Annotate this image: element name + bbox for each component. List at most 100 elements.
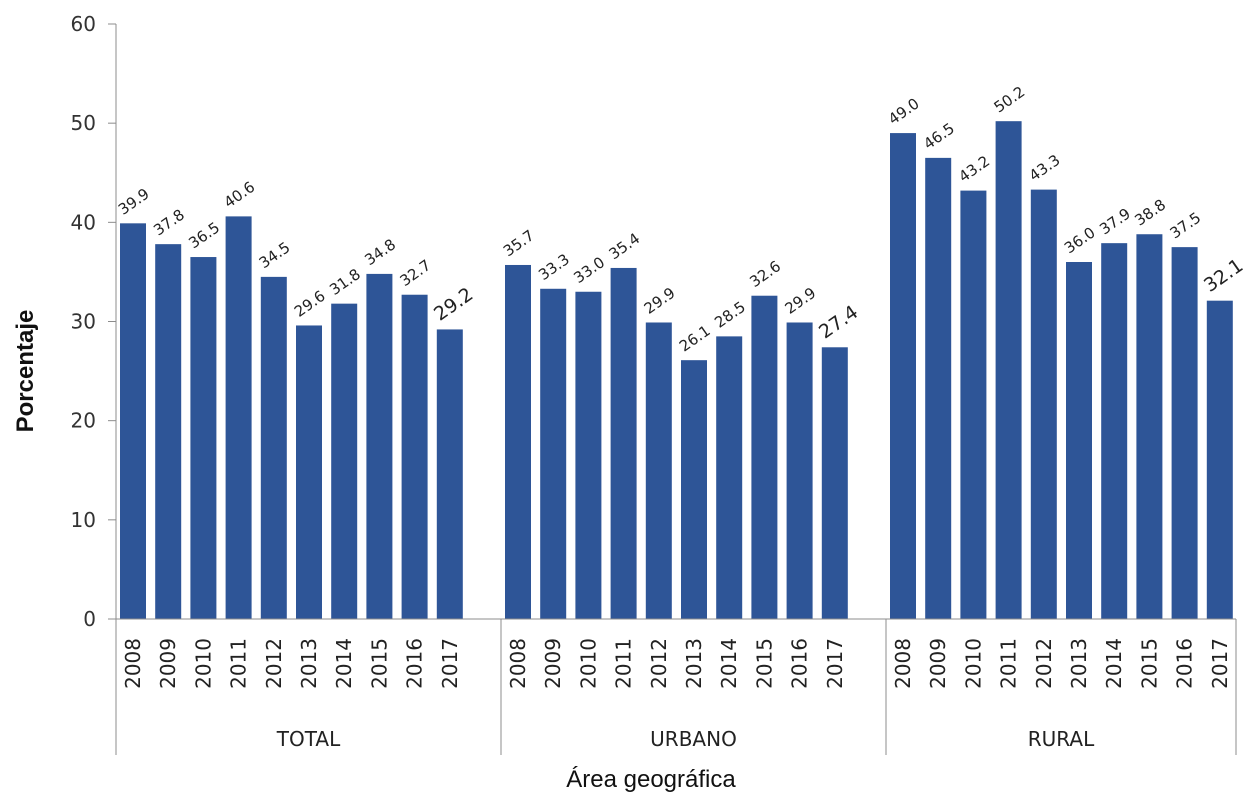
bar xyxy=(960,190,987,619)
data-label: 49.0 xyxy=(885,94,923,128)
bar xyxy=(1030,189,1057,619)
bar xyxy=(366,273,393,619)
x-category-label: 2016 xyxy=(403,638,427,689)
x-category-label: 2008 xyxy=(891,638,915,689)
data-label: 36.0 xyxy=(1061,223,1099,257)
bar xyxy=(925,157,952,619)
x-category-label: 2009 xyxy=(926,638,950,689)
data-label: 37.8 xyxy=(150,206,188,240)
data-label: 46.5 xyxy=(920,119,958,153)
data-label: 29.9 xyxy=(782,284,820,318)
data-label: 34.8 xyxy=(361,235,399,269)
data-label: 38.8 xyxy=(1131,196,1169,230)
y-tick-label: 50 xyxy=(71,111,96,135)
bar xyxy=(155,244,182,619)
data-label: 39.9 xyxy=(115,185,153,219)
data-label: 33.0 xyxy=(570,253,608,287)
x-category-label: 2012 xyxy=(1032,638,1056,689)
bar xyxy=(1066,262,1092,619)
x-category-label: 2016 xyxy=(1173,638,1197,689)
bar xyxy=(645,322,672,619)
bar xyxy=(260,276,287,619)
x-category-label: 2014 xyxy=(717,638,741,689)
bar xyxy=(890,133,916,620)
data-label: 29.6 xyxy=(291,287,329,321)
bar xyxy=(190,257,217,619)
x-category-label: 2010 xyxy=(961,638,985,689)
group-label: TOTAL xyxy=(276,727,341,751)
y-tick-label: 10 xyxy=(71,508,96,532)
y-tick-label: 20 xyxy=(71,409,96,433)
x-category-label: 2011 xyxy=(612,638,636,689)
bar xyxy=(995,121,1022,619)
y-tick-label: 30 xyxy=(71,310,96,334)
x-category-label: 2015 xyxy=(1137,638,1161,689)
x-category-label: 2016 xyxy=(788,638,812,689)
x-axis: 2008 2009 2010 2011 2012 2013 2014 2015 2016 2017… xyxy=(115,618,1237,755)
data-label: 28.5 xyxy=(711,298,749,332)
x-category-label: 2008 xyxy=(506,638,530,689)
bar xyxy=(681,360,707,619)
data-label: 27.4 xyxy=(815,301,862,343)
y-tick-label: 0 xyxy=(83,607,96,631)
data-label: 31.8 xyxy=(326,265,364,299)
bar xyxy=(575,291,602,619)
group-label: RURAL xyxy=(1028,727,1095,751)
x-axis-title: Área geográfica xyxy=(566,766,736,793)
data-label: 26.1 xyxy=(676,322,714,356)
x-category-label: 2017 xyxy=(823,638,847,689)
data-label: 43.2 xyxy=(955,152,993,186)
bar xyxy=(296,325,322,619)
bar xyxy=(1171,247,1198,619)
bar xyxy=(225,216,252,619)
x-category-label: 2010 xyxy=(191,638,215,689)
data-label: 34.5 xyxy=(256,238,294,272)
bar xyxy=(1101,243,1128,620)
x-category-label: 2013 xyxy=(297,638,321,689)
bar xyxy=(401,294,428,619)
bar xyxy=(540,288,567,619)
x-category-label: 2017 xyxy=(1208,638,1232,689)
x-category-label: 2011 xyxy=(997,638,1021,689)
x-category-label: 2008 xyxy=(121,638,145,689)
x-category-label: 2017 xyxy=(438,638,462,689)
y-axis: 0 10 20 30 40 50 60 xyxy=(71,12,117,631)
x-category-label: 2015 xyxy=(367,638,391,689)
x-category-label: 2013 xyxy=(682,638,706,689)
x-category-label: 2009 xyxy=(541,638,565,689)
data-label: 32.6 xyxy=(746,257,784,291)
data-label: 50.2 xyxy=(991,83,1029,117)
x-category-label: 2009 xyxy=(156,638,180,689)
data-label: 32.7 xyxy=(397,256,435,290)
y-tick-label: 40 xyxy=(71,210,96,234)
data-label: 36.5 xyxy=(185,218,223,252)
x-category-label: 2011 xyxy=(227,638,251,689)
data-label: 35.4 xyxy=(606,229,644,263)
bar xyxy=(751,295,778,619)
bar xyxy=(821,347,848,619)
bars-layer: 39.937.836.5 40.6 34.5 29.631.834.832.729.2… xyxy=(115,83,1243,620)
data-label: 37.5 xyxy=(1167,208,1205,242)
bar xyxy=(1136,234,1163,619)
x-category-label: 2015 xyxy=(752,638,776,689)
x-category-label: 2013 xyxy=(1067,638,1091,689)
data-label: 40.6 xyxy=(221,178,259,212)
bar xyxy=(505,264,531,619)
bar xyxy=(436,329,463,619)
data-label: 33.3 xyxy=(535,250,573,284)
data-label: 35.7 xyxy=(500,226,538,260)
x-category-label: 2014 xyxy=(1102,638,1126,689)
bar xyxy=(610,267,637,619)
x-category-label: 2014 xyxy=(332,638,356,689)
bar xyxy=(331,303,358,619)
data-label: 32.1 xyxy=(1200,254,1243,296)
y-axis-title: Porcentaje xyxy=(12,310,39,433)
y-tick-label: 60 xyxy=(71,12,96,36)
data-label: 43.3 xyxy=(1026,151,1064,185)
x-category-label: 2010 xyxy=(576,638,600,689)
data-label: 29.9 xyxy=(641,284,679,318)
bar xyxy=(786,322,813,619)
bar xyxy=(1206,300,1233,619)
group-label: URBANO xyxy=(650,727,737,751)
